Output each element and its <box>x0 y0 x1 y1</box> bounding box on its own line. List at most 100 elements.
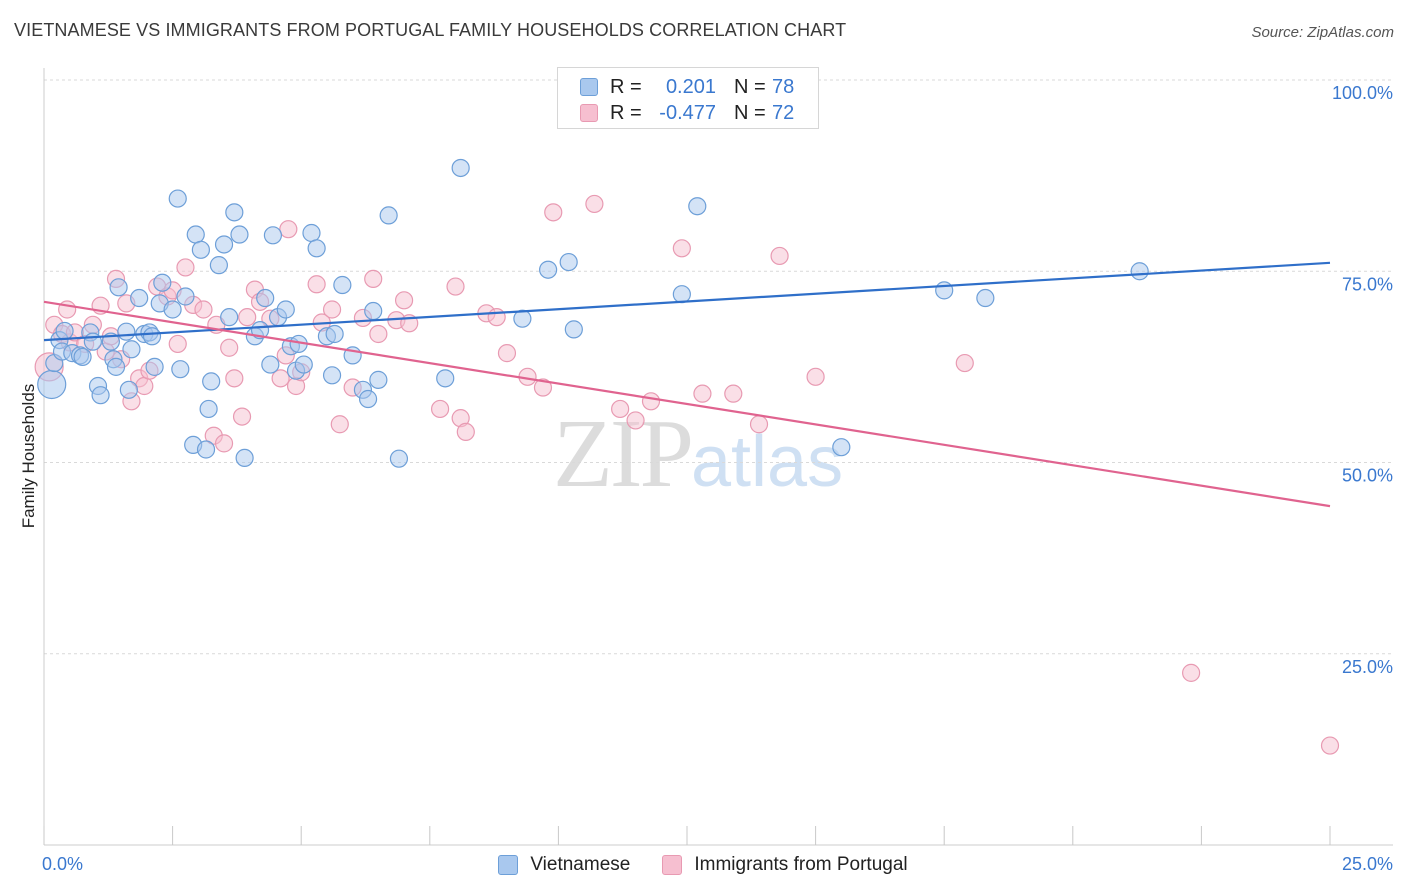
vietnamese-point <box>559 252 578 272</box>
vietnamese-point <box>145 357 164 376</box>
grid-lines <box>44 79 1393 655</box>
portugal-point <box>672 239 691 258</box>
vietnamese-point <box>358 389 378 409</box>
legend-item-portugal[interactable]: Immigrants from Portugal <box>662 854 908 876</box>
portugal-point <box>364 269 383 288</box>
portugal-point <box>322 300 342 319</box>
series-vietnamese-points <box>37 158 1149 468</box>
x-tick-label: 25.0% <box>1342 854 1393 874</box>
vietnamese-point <box>225 203 244 222</box>
vietnamese-point <box>1130 262 1149 281</box>
vietnamese-point <box>235 448 254 468</box>
vietnamese-swatch <box>580 78 598 96</box>
portugal-point <box>533 378 553 397</box>
vietnamese-point <box>191 240 210 259</box>
vietnamese-point <box>37 369 67 400</box>
stats-row-portugal: R = -0.477 N = 72 <box>580 101 794 125</box>
portugal-point <box>487 308 506 327</box>
r-label: R = <box>610 101 642 124</box>
vietnamese-point <box>307 239 326 258</box>
vietnamese-point <box>451 158 470 178</box>
portugal-point <box>271 369 290 388</box>
vietnamese-point <box>322 366 342 385</box>
portugal-point <box>497 344 517 363</box>
y-tick-label: 25.0% <box>1342 657 1393 677</box>
vietnamese-point <box>672 285 691 304</box>
stats-row-vietnamese: R = 0.201 N = 78 <box>580 75 794 99</box>
portugal-point <box>168 334 187 354</box>
y-tick-label: 50.0% <box>1342 466 1393 486</box>
vietnamese-point <box>325 324 344 344</box>
vietnamese-point <box>436 369 455 388</box>
vietnamese-point <box>106 357 126 376</box>
vietnamese-point <box>122 340 141 359</box>
vietnamese-point <box>109 278 128 297</box>
portugal-point <box>430 399 450 419</box>
series-legend: Vietnamese Immigrants from Portugal <box>0 852 1406 878</box>
vietnamese-point <box>539 260 558 279</box>
portugal-point <box>770 246 789 266</box>
vietnamese-swatch <box>498 855 519 875</box>
vietnamese-point <box>117 322 136 341</box>
portugal-point <box>724 384 743 403</box>
vietnamese-point <box>55 321 74 341</box>
portugal-swatch <box>580 104 598 122</box>
vietnamese-point <box>263 226 283 245</box>
vietnamese-point <box>369 370 388 389</box>
n-value: 72 <box>772 101 795 124</box>
portugal-trend-line <box>43 300 1331 508</box>
vietnamese-point <box>389 449 409 468</box>
vietnamese-point <box>186 225 205 244</box>
vietnamese-point <box>261 355 280 374</box>
portugal-point <box>446 277 465 296</box>
portugal-point <box>585 194 604 214</box>
n-label: N = <box>734 101 766 124</box>
vietnamese-point <box>130 288 149 308</box>
vietnamese-point <box>302 223 321 243</box>
vietnamese-point <box>163 300 182 319</box>
r-label: R = <box>610 75 642 98</box>
vietnamese-point <box>688 197 707 216</box>
vietnamese-point <box>935 281 954 300</box>
vietnamese-point <box>83 332 102 351</box>
vietnamese-point <box>832 438 851 457</box>
portugal-point <box>1320 736 1340 755</box>
vietnamese-point <box>276 300 295 319</box>
vietnamese-point <box>513 309 532 328</box>
portugal-point <box>544 203 563 222</box>
portugal-point <box>135 376 154 396</box>
vietnamese-point <box>209 256 228 275</box>
chart-title: VIETNAMESE VS IMMIGRANTS FROM PORTUGAL F… <box>14 20 847 40</box>
vietnamese-point <box>168 189 187 208</box>
portugal-point <box>307 275 326 294</box>
portugal-point <box>626 411 645 430</box>
vietnamese-point <box>564 320 583 339</box>
legend-label: Vietnamese <box>530 854 631 875</box>
portugal-point <box>214 434 234 453</box>
vietnamese-point <box>214 235 234 254</box>
vietnamese-point <box>333 275 352 295</box>
legend-item-vietnamese[interactable]: Vietnamese <box>498 854 630 876</box>
portugal-point <box>232 407 252 426</box>
portugal-point <box>220 338 239 357</box>
portugal-point <box>806 367 825 386</box>
portugal-point <box>279 220 298 239</box>
portugal-swatch <box>662 855 683 875</box>
vietnamese-point <box>379 206 398 225</box>
x-tick-label: 0.0% <box>42 854 83 874</box>
stats-legend: R = 0.201 N = 78 R = -0.477 N = 72 <box>557 67 819 129</box>
vietnamese-point <box>294 355 313 374</box>
portugal-point <box>749 415 769 434</box>
y-axis-label: Family Households <box>19 383 38 529</box>
legend-label: Immigrants from Portugal <box>694 854 908 875</box>
portugal-point <box>238 308 257 327</box>
vietnamese-point <box>202 372 221 391</box>
trend-lines <box>43 261 1331 508</box>
y-tick-label: 100.0% <box>1332 83 1393 103</box>
vietnamese-point <box>171 360 190 379</box>
watermark-zip: ZIP <box>553 400 694 508</box>
axes <box>43 68 1393 846</box>
portugal-point <box>456 422 475 441</box>
source-credit: Source: ZipAtlas.com <box>1251 24 1394 41</box>
